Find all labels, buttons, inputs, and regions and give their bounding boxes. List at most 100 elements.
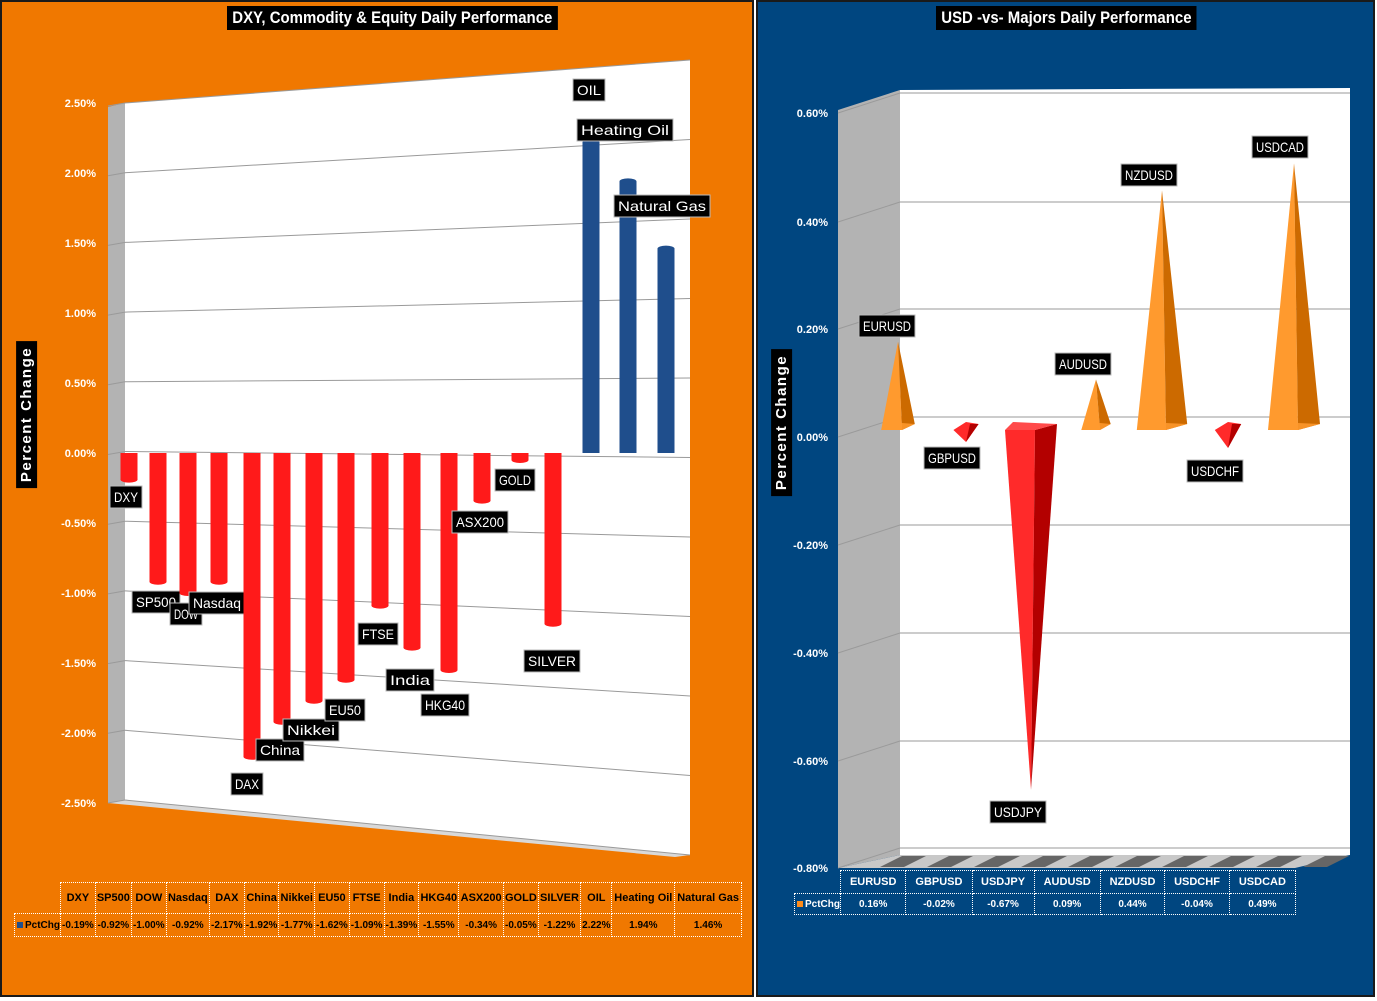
right-table-value-cell: 0.16% [839, 893, 907, 915]
left-table-header-cell: SP500 [94, 882, 132, 914]
right-pyramid-shade [1031, 424, 1057, 790]
right-pyramid-base [1081, 422, 1111, 430]
left-bar-category-label: Heating Oil [581, 122, 669, 138]
right-floor-stripe [1256, 856, 1302, 867]
right-gridline-side [837, 740, 901, 762]
right-pyramid-category-label-group: USDCAD [1251, 135, 1309, 159]
left-bar-category-label: Natural Gas [618, 198, 706, 214]
left-table-value-cell: -1.62% [314, 913, 350, 937]
left-gridline-side [107, 590, 126, 595]
left-table-value-row: PctChg -0.19% -0.92% -1.00% -0.92% -2.17% -1.9… [14, 913, 742, 937]
right-plot-area [900, 88, 1350, 855]
left-table-value-cell: -0.92% [94, 913, 132, 937]
right-table-value-cell: 0.49% [1228, 893, 1297, 915]
left-table-header-cell: SILVER [537, 882, 582, 914]
right-pyramid-category-label-bg [923, 446, 981, 470]
left-table-value-cell: -1.55% [418, 913, 460, 937]
left-bar [619, 181, 637, 453]
left-bar-cap [619, 178, 637, 185]
left-data-table: DXY SP500 DOW Nasdaq DAX China Nikkei EU50 FTSE I… [14, 882, 742, 937]
right-table-value-cell: -0.04% [1164, 893, 1230, 915]
right-pyramid-category-label: USDJPY [994, 804, 1043, 820]
left-bar-category-label-group: India [385, 668, 435, 692]
right-gridline-side [837, 847, 901, 869]
left-bar-category-label-group: Nikkei [282, 718, 340, 742]
left-table-header-cell: EU50 [314, 882, 350, 914]
left-table-header-cell: Nikkei [278, 882, 316, 914]
left-table-header-row: DXY SP500 DOW Nasdaq DAX China Nikkei EU50 FTSE I… [15, 882, 742, 914]
left-bar-category-label-group: Natural Gas [613, 194, 711, 218]
right-y-tick-label: 0.00% [797, 432, 828, 444]
left-bar-category-label: DAX [235, 776, 260, 792]
left-gridline-side [107, 520, 126, 525]
left-bar-category-label-bg [451, 510, 509, 534]
left-table-value-cell: -1.22% [537, 913, 582, 937]
right-legend-swatch [797, 900, 803, 907]
left-bar-category-label: DXY [114, 489, 139, 505]
left-series-name: PctChg [25, 919, 60, 931]
left-bar-category-label: China [260, 742, 300, 758]
left-table-header-cell: Natural Gas [674, 882, 742, 914]
left-table-header-cell: DOW [130, 882, 167, 914]
left-table-value-cell: -0.05% [502, 913, 539, 937]
left-bar-category-label-group: EU50 [324, 698, 366, 722]
left-bar-category-label-bg [255, 738, 305, 762]
left-bar [657, 248, 675, 453]
left-table-header-cell: OIL [580, 882, 613, 914]
left-bar [337, 453, 355, 680]
left-bar-category-label-group: HKG40 [420, 693, 470, 717]
left-y-tick-label: -1.00% [61, 588, 96, 600]
left-table-header-cell: Nasdaq [165, 882, 210, 914]
left-bar [243, 453, 261, 757]
left-bar-category-label: Nikkei [287, 722, 335, 738]
left-bar [120, 453, 138, 480]
left-bar [371, 453, 389, 606]
right-pyramid-category-label: USDCAD [1256, 139, 1304, 155]
left-bar-cap [473, 497, 491, 504]
right-pyramid-shade [898, 341, 915, 430]
left-gridline-side [107, 799, 126, 804]
right-pyramid-category-label-bg [1054, 352, 1112, 376]
right-floor-stripe [1068, 856, 1114, 867]
left-table-value-cell: -1.39% [383, 913, 420, 937]
left-chart-title: DXY, Commodity & Equity Daily Performanc… [227, 6, 558, 30]
left-bar-category-label-bg [572, 78, 606, 102]
left-table-value-cell: -2.17% [208, 913, 245, 937]
left-bar-cap [210, 578, 228, 585]
left-table-header-cell: GOLD [502, 882, 539, 914]
left-table-header-cell: India [383, 882, 420, 914]
left-bar-category-label-group: DAX [230, 772, 264, 796]
right-table-header-cell: NZDUSD [1099, 870, 1166, 894]
right-y-tick-label: 0.20% [797, 324, 828, 336]
left-table-value-cell: 2.22% [580, 913, 613, 937]
left-y-tick-label: 2.50% [65, 98, 96, 110]
left-gridline-side [107, 660, 126, 665]
right-table-header-row: EURUSD GBPUSD USDJPY AUDUSD NZDUSD USDCHF USDC… [795, 870, 1297, 894]
left-bar [179, 453, 197, 593]
right-gridline-side [837, 92, 901, 114]
right-side-wall [838, 90, 900, 868]
left-bar-cap [371, 602, 389, 609]
left-bar-category-label-bg [282, 718, 340, 742]
left-table-value-cell: -1.00% [130, 913, 167, 937]
right-data-table: EURUSD GBPUSD USDJPY AUDUSD NZDUSD USDCHF USDC… [794, 870, 1297, 915]
right-table-value-cell: -0.67% [971, 893, 1035, 915]
left-gridline-side [107, 729, 126, 734]
left-bar-category-label: SILVER [528, 653, 576, 669]
right-series-name: PctChg [805, 898, 840, 910]
right-pyramid-shade [1228, 424, 1242, 448]
left-gridline-side [107, 311, 126, 316]
right-pyramid-shade [1294, 163, 1320, 430]
left-bar-category-label-bg [385, 668, 435, 692]
left-bar-category-label: OIL [577, 82, 601, 98]
left-table-value-cell: -1.09% [348, 913, 385, 937]
left-floor [108, 800, 690, 857]
right-pyramid-category-label: AUDUSD [1059, 356, 1107, 372]
right-pyramid-category-label-bg [1186, 459, 1244, 483]
right-pyramid-category-label-group: USDCHF [1186, 459, 1244, 483]
right-floor-stripe [927, 856, 973, 867]
right-floor-stripe [1209, 856, 1255, 867]
left-bar [544, 453, 562, 624]
right-floor-stripe [974, 856, 1020, 867]
